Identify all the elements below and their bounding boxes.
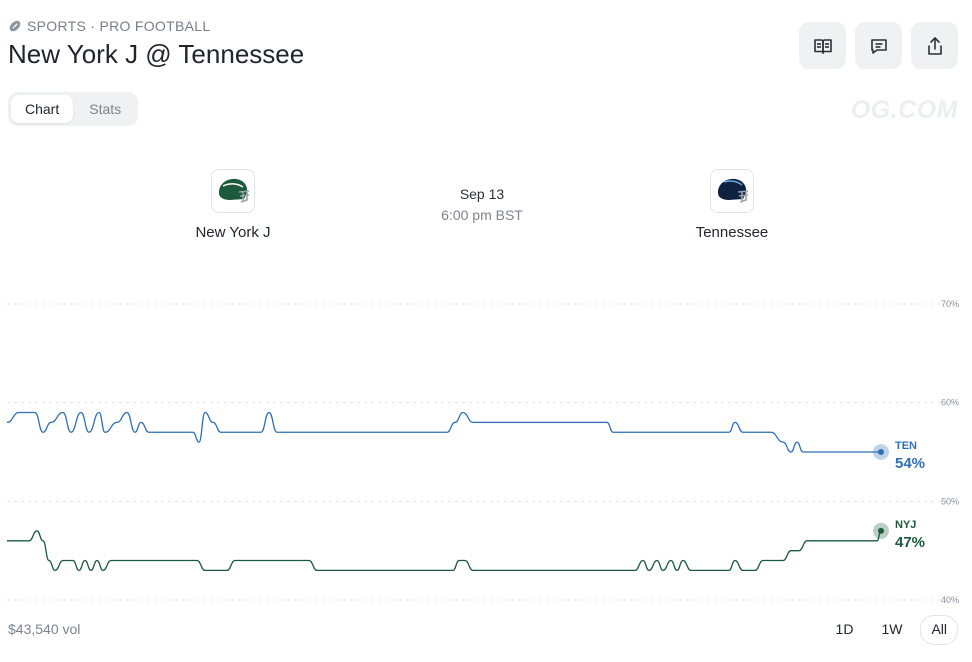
y-tick-label: 50% — [941, 496, 959, 506]
team-home-name: Tennessee — [695, 224, 769, 241]
share-button[interactable] — [911, 22, 958, 69]
series-line-ten — [6, 411, 881, 453]
breadcrumb-text: SPORTS · PRO FOOTBALL — [27, 18, 211, 34]
range-1w[interactable]: 1W — [881, 621, 903, 637]
comment-icon — [870, 37, 888, 55]
game-date: Sep 13 — [459, 186, 505, 202]
series-value-label: 54% — [895, 455, 925, 472]
jets-helmet-icon — [211, 169, 255, 213]
rules-button[interactable] — [799, 22, 846, 69]
series-line-nyj — [7, 530, 882, 572]
team-away-name: New York J — [195, 224, 271, 241]
page-title: New York J @ Tennessee — [8, 39, 305, 69]
range-all[interactable]: All — [920, 615, 958, 645]
titans-helmet-icon — [710, 169, 754, 213]
price-chart[interactable]: 70% 60% 50% 40% TEN 54% NYJ 47% — [0, 290, 972, 610]
tab-chart[interactable]: Chart — [11, 95, 74, 123]
series-name-label: NYJ — [895, 519, 916, 531]
book-icon — [813, 37, 833, 55]
series-end-dot-nyj — [878, 527, 884, 534]
y-tick-label: 60% — [941, 398, 959, 408]
y-tick-label: 40% — [941, 595, 959, 605]
game-time: 6:00 pm BST — [441, 207, 523, 223]
comments-button[interactable] — [855, 22, 902, 69]
range-1d[interactable]: 1D — [835, 621, 854, 637]
team-away[interactable]: New York J — [153, 169, 313, 241]
watermark-logo: OG.COM — [850, 96, 958, 124]
tab-stats[interactable]: Stats — [89, 101, 122, 117]
breadcrumb: SPORTS · PRO FOOTBALL — [8, 17, 210, 35]
time-range-selector: 1D 1W All — [826, 615, 958, 645]
game-info: Sep 13 6:00 pm BST — [402, 186, 562, 223]
action-buttons — [799, 22, 958, 69]
series-value-label: 47% — [895, 534, 925, 551]
share-icon — [926, 36, 944, 56]
y-tick-label: 70% — [941, 299, 959, 309]
series-end-dot-ten — [878, 449, 884, 455]
view-tabs: Chart Stats — [8, 92, 139, 126]
football-icon — [8, 19, 22, 33]
volume-text: $43,540 vol — [8, 621, 81, 637]
team-home[interactable]: Tennessee — [652, 169, 812, 241]
series-name-label: TEN — [895, 440, 917, 452]
